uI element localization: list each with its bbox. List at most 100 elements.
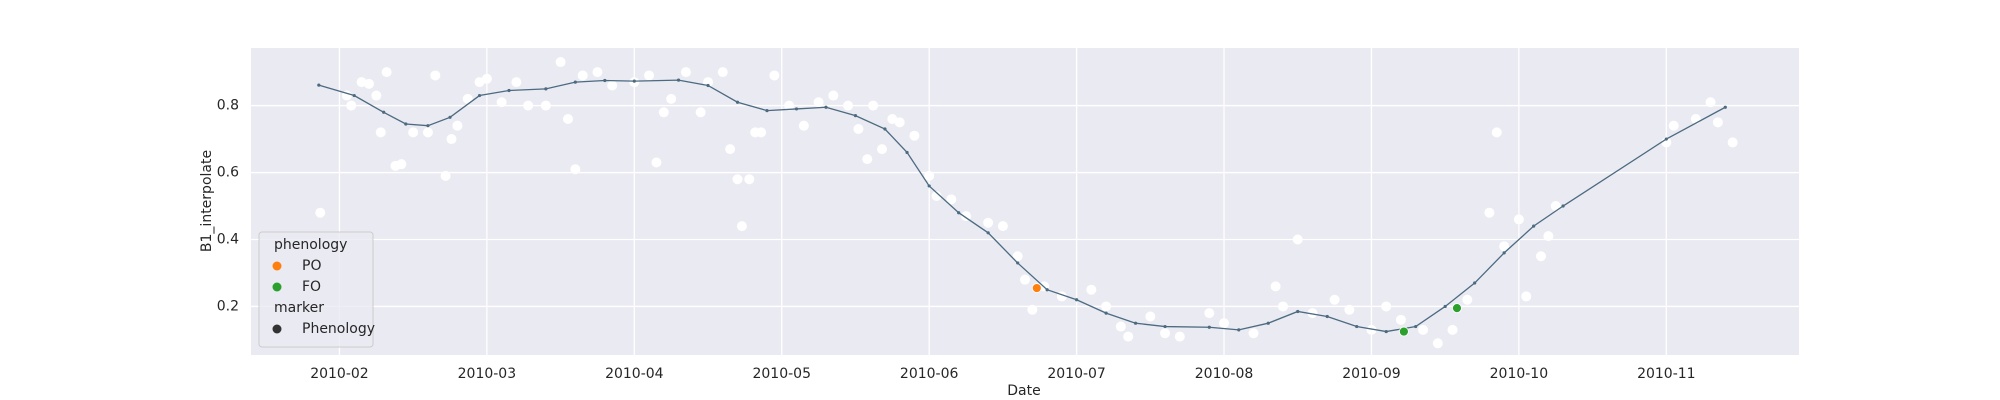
observation-point (853, 124, 864, 135)
observation-point (732, 174, 743, 185)
line-vertex (1473, 281, 1477, 285)
observation-point (363, 78, 374, 89)
legend-label: Phenology (302, 321, 375, 337)
observation-point (592, 67, 603, 78)
observation-point (813, 97, 824, 108)
line-vertex (706, 83, 710, 88)
observation-point (1219, 318, 1230, 329)
line-vertex (927, 184, 931, 188)
observation-point (540, 100, 551, 111)
observation-point (1027, 304, 1038, 315)
observation-point (1499, 241, 1510, 252)
line-vertex (1237, 328, 1241, 332)
phenology-point (1398, 326, 1409, 337)
observation-point (894, 117, 905, 128)
observation-point (651, 157, 662, 168)
observation-point (371, 90, 382, 101)
observation-point (1395, 314, 1406, 325)
legend-label: FO (302, 279, 321, 295)
observation-point (408, 127, 419, 138)
observation-point (798, 120, 809, 131)
x-tick-label: 2010-07 (1047, 366, 1106, 382)
line-vertex (1325, 314, 1329, 319)
line-vertex (448, 115, 452, 119)
observation-point (736, 221, 747, 232)
line-vertex (573, 80, 577, 84)
observation-point (1086, 284, 1097, 295)
observation-point (862, 154, 873, 165)
observation-point (1101, 301, 1112, 312)
line-vertex (1163, 324, 1167, 329)
observation-point (931, 190, 942, 201)
observation-point (430, 70, 441, 81)
observation-point (562, 113, 573, 124)
x-axis-label: Date (1007, 383, 1040, 399)
x-tick-label: 2010-02 (310, 366, 369, 382)
observation-point (1513, 214, 1524, 225)
y-tick-label: 0.2 (217, 298, 239, 314)
x-tick-label: 2010-11 (1637, 366, 1696, 382)
x-tick-label: 2010-05 (752, 366, 811, 382)
line-vertex (382, 110, 386, 114)
observation-point (997, 221, 1008, 232)
phenology-point (1452, 303, 1462, 314)
observation-point (983, 217, 994, 228)
observation-point (946, 194, 957, 205)
legend-subtitle: marker (274, 300, 324, 316)
observation-point (828, 90, 839, 101)
line-vertex (735, 100, 740, 104)
observation-point (695, 107, 706, 118)
line-vertex (765, 109, 769, 113)
observation-point (744, 174, 755, 185)
observation-point (1447, 324, 1458, 335)
line-vertex (426, 124, 430, 128)
observation-point (1115, 321, 1126, 332)
observation-point (1491, 127, 1502, 138)
observation-point (843, 100, 854, 111)
line-vertex (352, 93, 356, 98)
legend-label: PO (302, 258, 321, 274)
observation-point (496, 97, 507, 108)
observation-point (784, 100, 795, 111)
observation-point (555, 57, 566, 68)
observation-point (680, 67, 691, 78)
line-vertex (1664, 137, 1668, 141)
observation-point (346, 100, 357, 111)
observation-point (1160, 328, 1171, 339)
legend-marker (272, 282, 282, 292)
line-vertex (603, 78, 607, 83)
observation-point (396, 159, 407, 170)
x-tick-label: 2010-04 (605, 366, 664, 382)
line-vertex (477, 93, 482, 98)
observation-point (909, 130, 920, 141)
grid (251, 48, 1799, 355)
line-vertex (1045, 288, 1049, 292)
observation-point (644, 70, 655, 81)
observation-point (462, 93, 473, 104)
observation-point (440, 170, 451, 181)
plot-area (251, 48, 1799, 355)
observation-point (1307, 308, 1318, 319)
phenology-point (1031, 283, 1042, 293)
legend-marker (272, 324, 282, 334)
observation-point (1012, 251, 1023, 262)
x-tick-label: 2010-06 (900, 366, 959, 382)
x-tick-label: 2010-10 (1490, 366, 1549, 382)
line-vertex (1016, 261, 1020, 265)
observation-point (1705, 97, 1716, 108)
observation-point (1020, 274, 1030, 285)
line-vertex (905, 150, 909, 155)
line-vertex (1561, 204, 1565, 208)
line-vertex (1532, 224, 1536, 228)
observation-point (1278, 301, 1288, 312)
y-tick-label: 0.4 (217, 231, 239, 247)
observation-point (1521, 291, 1532, 302)
legend: phenology PO FO marker Phenology (258, 231, 375, 348)
observation-point (1381, 301, 1392, 312)
observation-point (876, 144, 887, 155)
line-vertex (1075, 298, 1079, 302)
observation-point (924, 170, 935, 181)
line-vertex (1266, 321, 1270, 325)
observation-point (1462, 294, 1473, 305)
